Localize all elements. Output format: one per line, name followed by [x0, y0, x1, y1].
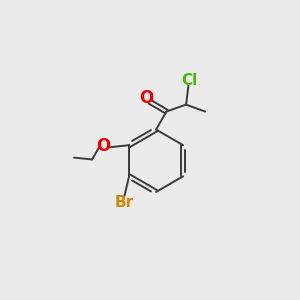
Text: O: O [139, 89, 154, 107]
Text: Cl: Cl [182, 73, 198, 88]
Text: Br: Br [115, 195, 134, 210]
Text: O: O [96, 137, 110, 155]
